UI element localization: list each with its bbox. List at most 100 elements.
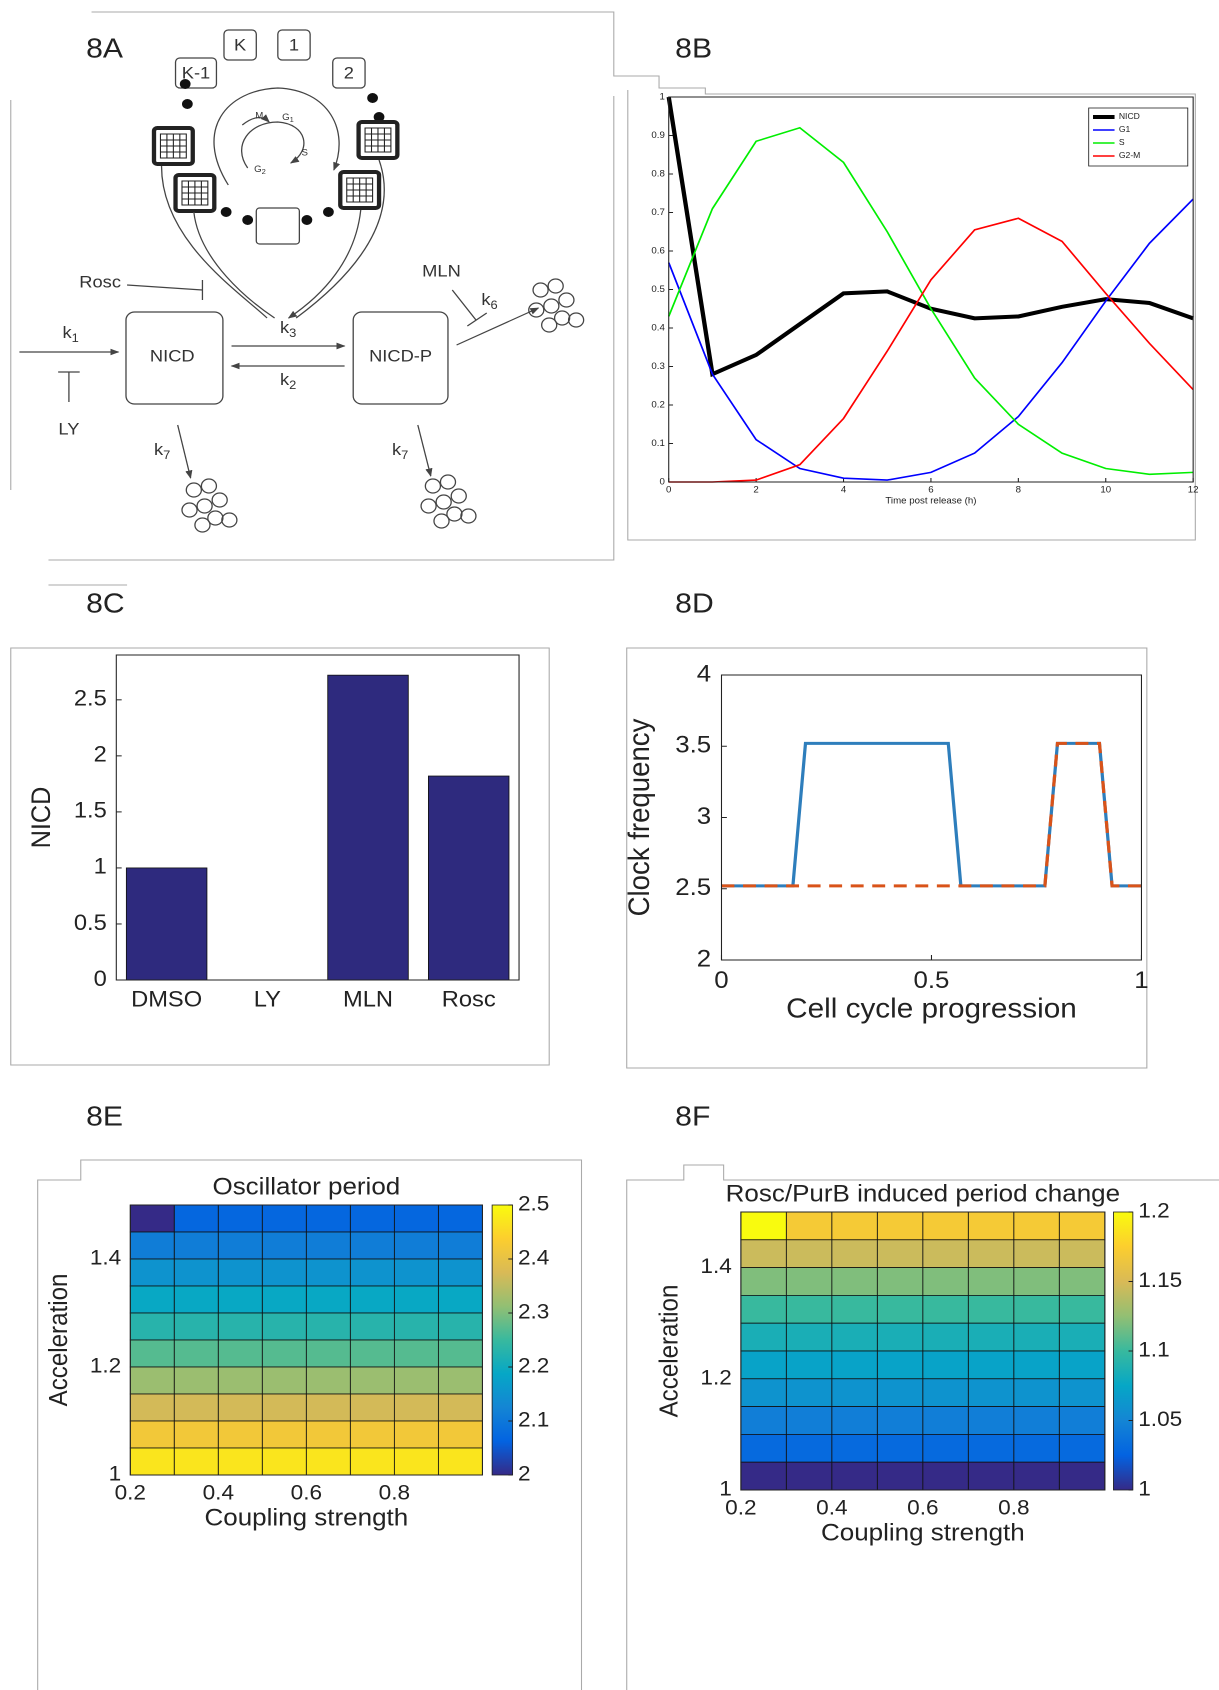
x-tick-label: 0.4: [203, 1480, 234, 1504]
legend-label: NICD: [1119, 111, 1140, 121]
drug-label: LY: [58, 419, 79, 438]
x-tick-label: 0.8: [379, 1480, 410, 1504]
heatmap-cell: [217, 1420, 263, 1449]
heatmap-cell: [1013, 1295, 1060, 1324]
x-tick-label: 8: [1016, 485, 1021, 495]
heatmap-cell: [876, 1295, 924, 1324]
chart-title: Oscillator period: [212, 1173, 400, 1200]
x-tick-label: 0.6: [291, 1480, 322, 1504]
x-tick-label: 6: [928, 485, 933, 495]
y-tick-label: 1: [659, 92, 664, 102]
heatmap-cell: [831, 1434, 878, 1463]
heatmap-cell: [922, 1461, 969, 1491]
heatmap-cell: [173, 1447, 219, 1476]
heatmap-cell: [217, 1339, 263, 1368]
colorbar-tick-label: 2.5: [518, 1191, 549, 1215]
heatmap-cell: [876, 1461, 924, 1491]
x-tick-label: Rosc: [442, 986, 496, 1011]
heatmap-cell: [173, 1231, 219, 1260]
heatmap-cell: [437, 1393, 483, 1422]
arrow: [417, 424, 433, 477]
rate-symbol: k: [280, 317, 289, 336]
heatmap-cell: [349, 1285, 395, 1314]
cycle-box: [332, 57, 366, 89]
colorbar-tick-label: 1.2: [1138, 1198, 1169, 1222]
phase-subscript: 1: [290, 115, 294, 124]
heatmap-cell: [393, 1420, 439, 1449]
y-tick-label: 0.3: [651, 361, 664, 371]
rate-subscript: 7: [163, 449, 170, 462]
heatmap-cell: [305, 1312, 351, 1341]
heatmap-cell: [129, 1366, 175, 1395]
heatmap-cell: [785, 1211, 833, 1241]
x-axis-label: Time post release (h): [885, 496, 976, 506]
heatmap-cell: [740, 1295, 787, 1324]
heatmap-cell: [437, 1366, 483, 1395]
colorbar-tick-label: 1: [1138, 1476, 1151, 1500]
species-box: [125, 311, 224, 405]
rate-symbol: k: [481, 289, 490, 308]
species-box: [352, 311, 449, 405]
heatmap-cell: [876, 1239, 924, 1269]
heatmap-cell: [129, 1231, 175, 1260]
drug-label: MLN: [422, 261, 461, 280]
heatmap-cell: [1058, 1239, 1106, 1269]
frame: [10, 647, 550, 1066]
dot: [181, 99, 193, 109]
heatmap-cell: [1013, 1350, 1060, 1380]
x-tick-label: 0.2: [725, 1495, 756, 1519]
heatmap-cell: [740, 1211, 787, 1241]
heatmap-cell: [831, 1378, 878, 1408]
x-tick-label: 4: [841, 485, 846, 495]
y-tick-label: 3: [697, 803, 711, 830]
heatmap-cell: [1013, 1322, 1060, 1352]
grid-box: [359, 122, 398, 158]
dot: [367, 93, 378, 103]
heatmap-cell: [437, 1312, 483, 1341]
heatmap-cell: [261, 1231, 307, 1260]
dot: [179, 79, 191, 89]
heatmap-cell: [129, 1285, 175, 1314]
heatmap-cell: [437, 1204, 483, 1233]
degradation-cluster: [181, 478, 238, 533]
heatmap-cell: [1058, 1322, 1106, 1352]
heatmap-cell: [261, 1420, 307, 1449]
heatmap-cell: [831, 1295, 878, 1324]
empty-box: [255, 207, 301, 245]
heatmap-cell: [393, 1339, 439, 1368]
heatmap-cell: [740, 1239, 787, 1269]
heatmap-cell: [129, 1393, 175, 1422]
colorbar-tick-label: 1.1: [1138, 1337, 1169, 1361]
chart: 0 0.5 1 1.5 2 2.5 NICD DMSO LY MLN Rosc: [25, 654, 520, 1012]
heatmap-cell: [393, 1366, 439, 1395]
heatmap-cell: [173, 1285, 219, 1314]
heatmap-cell: [129, 1339, 175, 1368]
heatmap-cell: [129, 1258, 175, 1287]
chart: 2 2.5 3 3.5 4 0 0.5 1 Cell cycle progression Cloc…: [623, 660, 1148, 1024]
y-axis-label: Acceleration: [655, 1285, 684, 1418]
panel-labels: 8A 8B 8C 8D 8E 8F: [86, 33, 714, 1132]
rate-symbol: k: [392, 439, 401, 458]
heatmap-cell: [967, 1295, 1015, 1324]
heatmap-cell: [349, 1204, 395, 1233]
heatmap-cell: [349, 1366, 395, 1395]
panel-label: 8E: [86, 1101, 123, 1132]
heatmap-cell: [217, 1312, 263, 1341]
x-tick-label: 0.2: [115, 1480, 146, 1504]
heatmap-cell: [349, 1312, 395, 1341]
heatmap-cell: [785, 1434, 833, 1463]
panel-label: 8A: [86, 33, 123, 64]
species-label: NICD-P: [369, 346, 432, 365]
heatmap-cell: [876, 1378, 924, 1408]
heatmap-cell: [1058, 1461, 1106, 1491]
panel-label: 8F: [675, 1101, 710, 1132]
heatmap-cell: [129, 1312, 175, 1341]
x-tick-label: 12: [1188, 485, 1199, 495]
heatmap-cell: [922, 1378, 969, 1408]
heatmap-cell: [305, 1204, 351, 1233]
heatmap-cell: [1058, 1378, 1106, 1408]
colorbar: [491, 1204, 514, 1476]
heatmap-cell: [393, 1258, 439, 1287]
x-tick-label: 0.4: [816, 1495, 847, 1519]
